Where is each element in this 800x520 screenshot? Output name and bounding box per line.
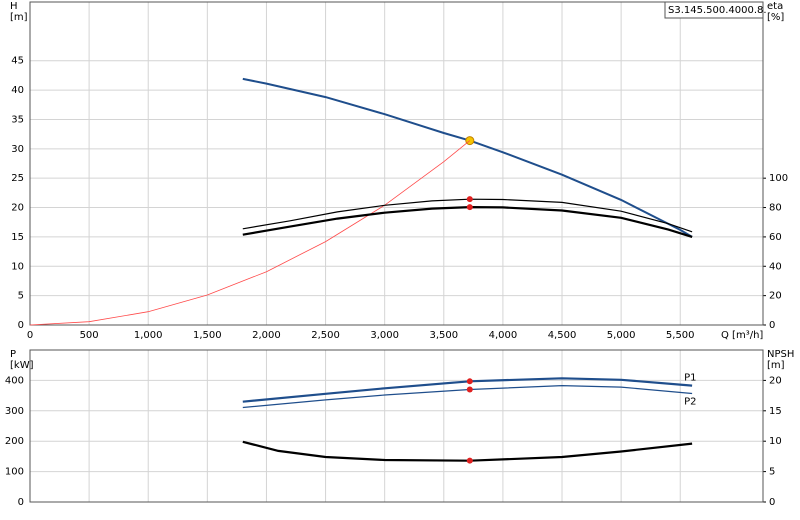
y-tick-label: 35 bbox=[11, 114, 24, 125]
plot-frame bbox=[29, 1, 764, 326]
x-tick-label: 5,500 bbox=[666, 330, 695, 341]
y2-tick-label: 80 bbox=[769, 203, 782, 214]
y-tick-label: 20 bbox=[11, 203, 24, 214]
y2-tick-label: 0 bbox=[769, 497, 775, 508]
x-tick-label: 5,000 bbox=[607, 330, 636, 341]
y-tick-label: 100 bbox=[5, 467, 24, 478]
curve bbox=[242, 440, 693, 462]
operating-point bbox=[466, 457, 473, 464]
series-label: P2 bbox=[684, 396, 696, 407]
y-tick-label: 10 bbox=[11, 261, 24, 272]
y-tick-label: 40 bbox=[11, 85, 24, 96]
x-tick-label: 4,000 bbox=[489, 330, 518, 341]
y-axis-label: P bbox=[10, 349, 16, 360]
y2-tick-label: 10 bbox=[769, 436, 782, 447]
y-tick-label: 15 bbox=[11, 232, 24, 243]
y2-axis-label: NPSH bbox=[767, 349, 794, 360]
operating-point bbox=[466, 204, 473, 211]
y-axis-unit: [kW] bbox=[10, 360, 34, 371]
y-tick-label: 5 bbox=[18, 291, 24, 302]
series-label: P1 bbox=[684, 373, 696, 384]
x-tick-label: 4,500 bbox=[548, 330, 577, 341]
annotation: S3.145.500.4000.8. bbox=[668, 5, 767, 16]
y-tick-label: 200 bbox=[5, 436, 24, 447]
y2-tick-label: 40 bbox=[769, 261, 782, 272]
operating-point bbox=[466, 196, 473, 203]
operating-point bbox=[466, 386, 473, 393]
y-tick-label: 400 bbox=[5, 375, 24, 386]
y-tick-label: 0 bbox=[18, 497, 24, 508]
y2-tick-label: 20 bbox=[769, 375, 782, 386]
y2-tick-label: 15 bbox=[769, 406, 782, 417]
curve bbox=[242, 77, 693, 238]
x-tick-label: 0 bbox=[27, 330, 33, 341]
x-tick-label: 1,000 bbox=[134, 330, 163, 341]
operating-point bbox=[466, 378, 473, 385]
x-tick-label: 2,000 bbox=[252, 330, 281, 341]
y-axis-unit: [m] bbox=[10, 12, 28, 23]
y-tick-label: 30 bbox=[11, 144, 24, 155]
y2-tick-label: 20 bbox=[769, 291, 782, 302]
y2-tick-label: 60 bbox=[769, 232, 782, 243]
y-tick-label: 25 bbox=[11, 173, 24, 184]
y-tick-label: 300 bbox=[5, 406, 24, 417]
y-tick-label: 0 bbox=[18, 320, 24, 331]
y-tick-label: 45 bbox=[11, 56, 24, 67]
x-tick-label: 500 bbox=[80, 330, 99, 341]
x-tick-label: 3,000 bbox=[370, 330, 399, 341]
y2-axis-unit: [%] bbox=[767, 12, 784, 23]
y2-axis-unit: [m] bbox=[767, 360, 785, 371]
y2-tick-label: 0 bbox=[769, 320, 775, 331]
y-axis-label: H bbox=[10, 1, 18, 12]
x-axis-label: Q [m³/h] bbox=[721, 330, 763, 341]
x-tick-label: 3,500 bbox=[429, 330, 458, 341]
plot-frame bbox=[29, 349, 764, 503]
operating-point bbox=[465, 136, 475, 146]
y2-tick-label: 100 bbox=[769, 173, 788, 184]
y2-tick-label: 5 bbox=[769, 467, 775, 478]
y2-axis-label: eta bbox=[767, 1, 783, 12]
x-tick-label: 2,500 bbox=[311, 330, 340, 341]
annotation-box bbox=[664, 1, 764, 19]
curve bbox=[29, 140, 471, 326]
curve bbox=[242, 198, 693, 233]
x-tick-label: 1,500 bbox=[193, 330, 222, 341]
